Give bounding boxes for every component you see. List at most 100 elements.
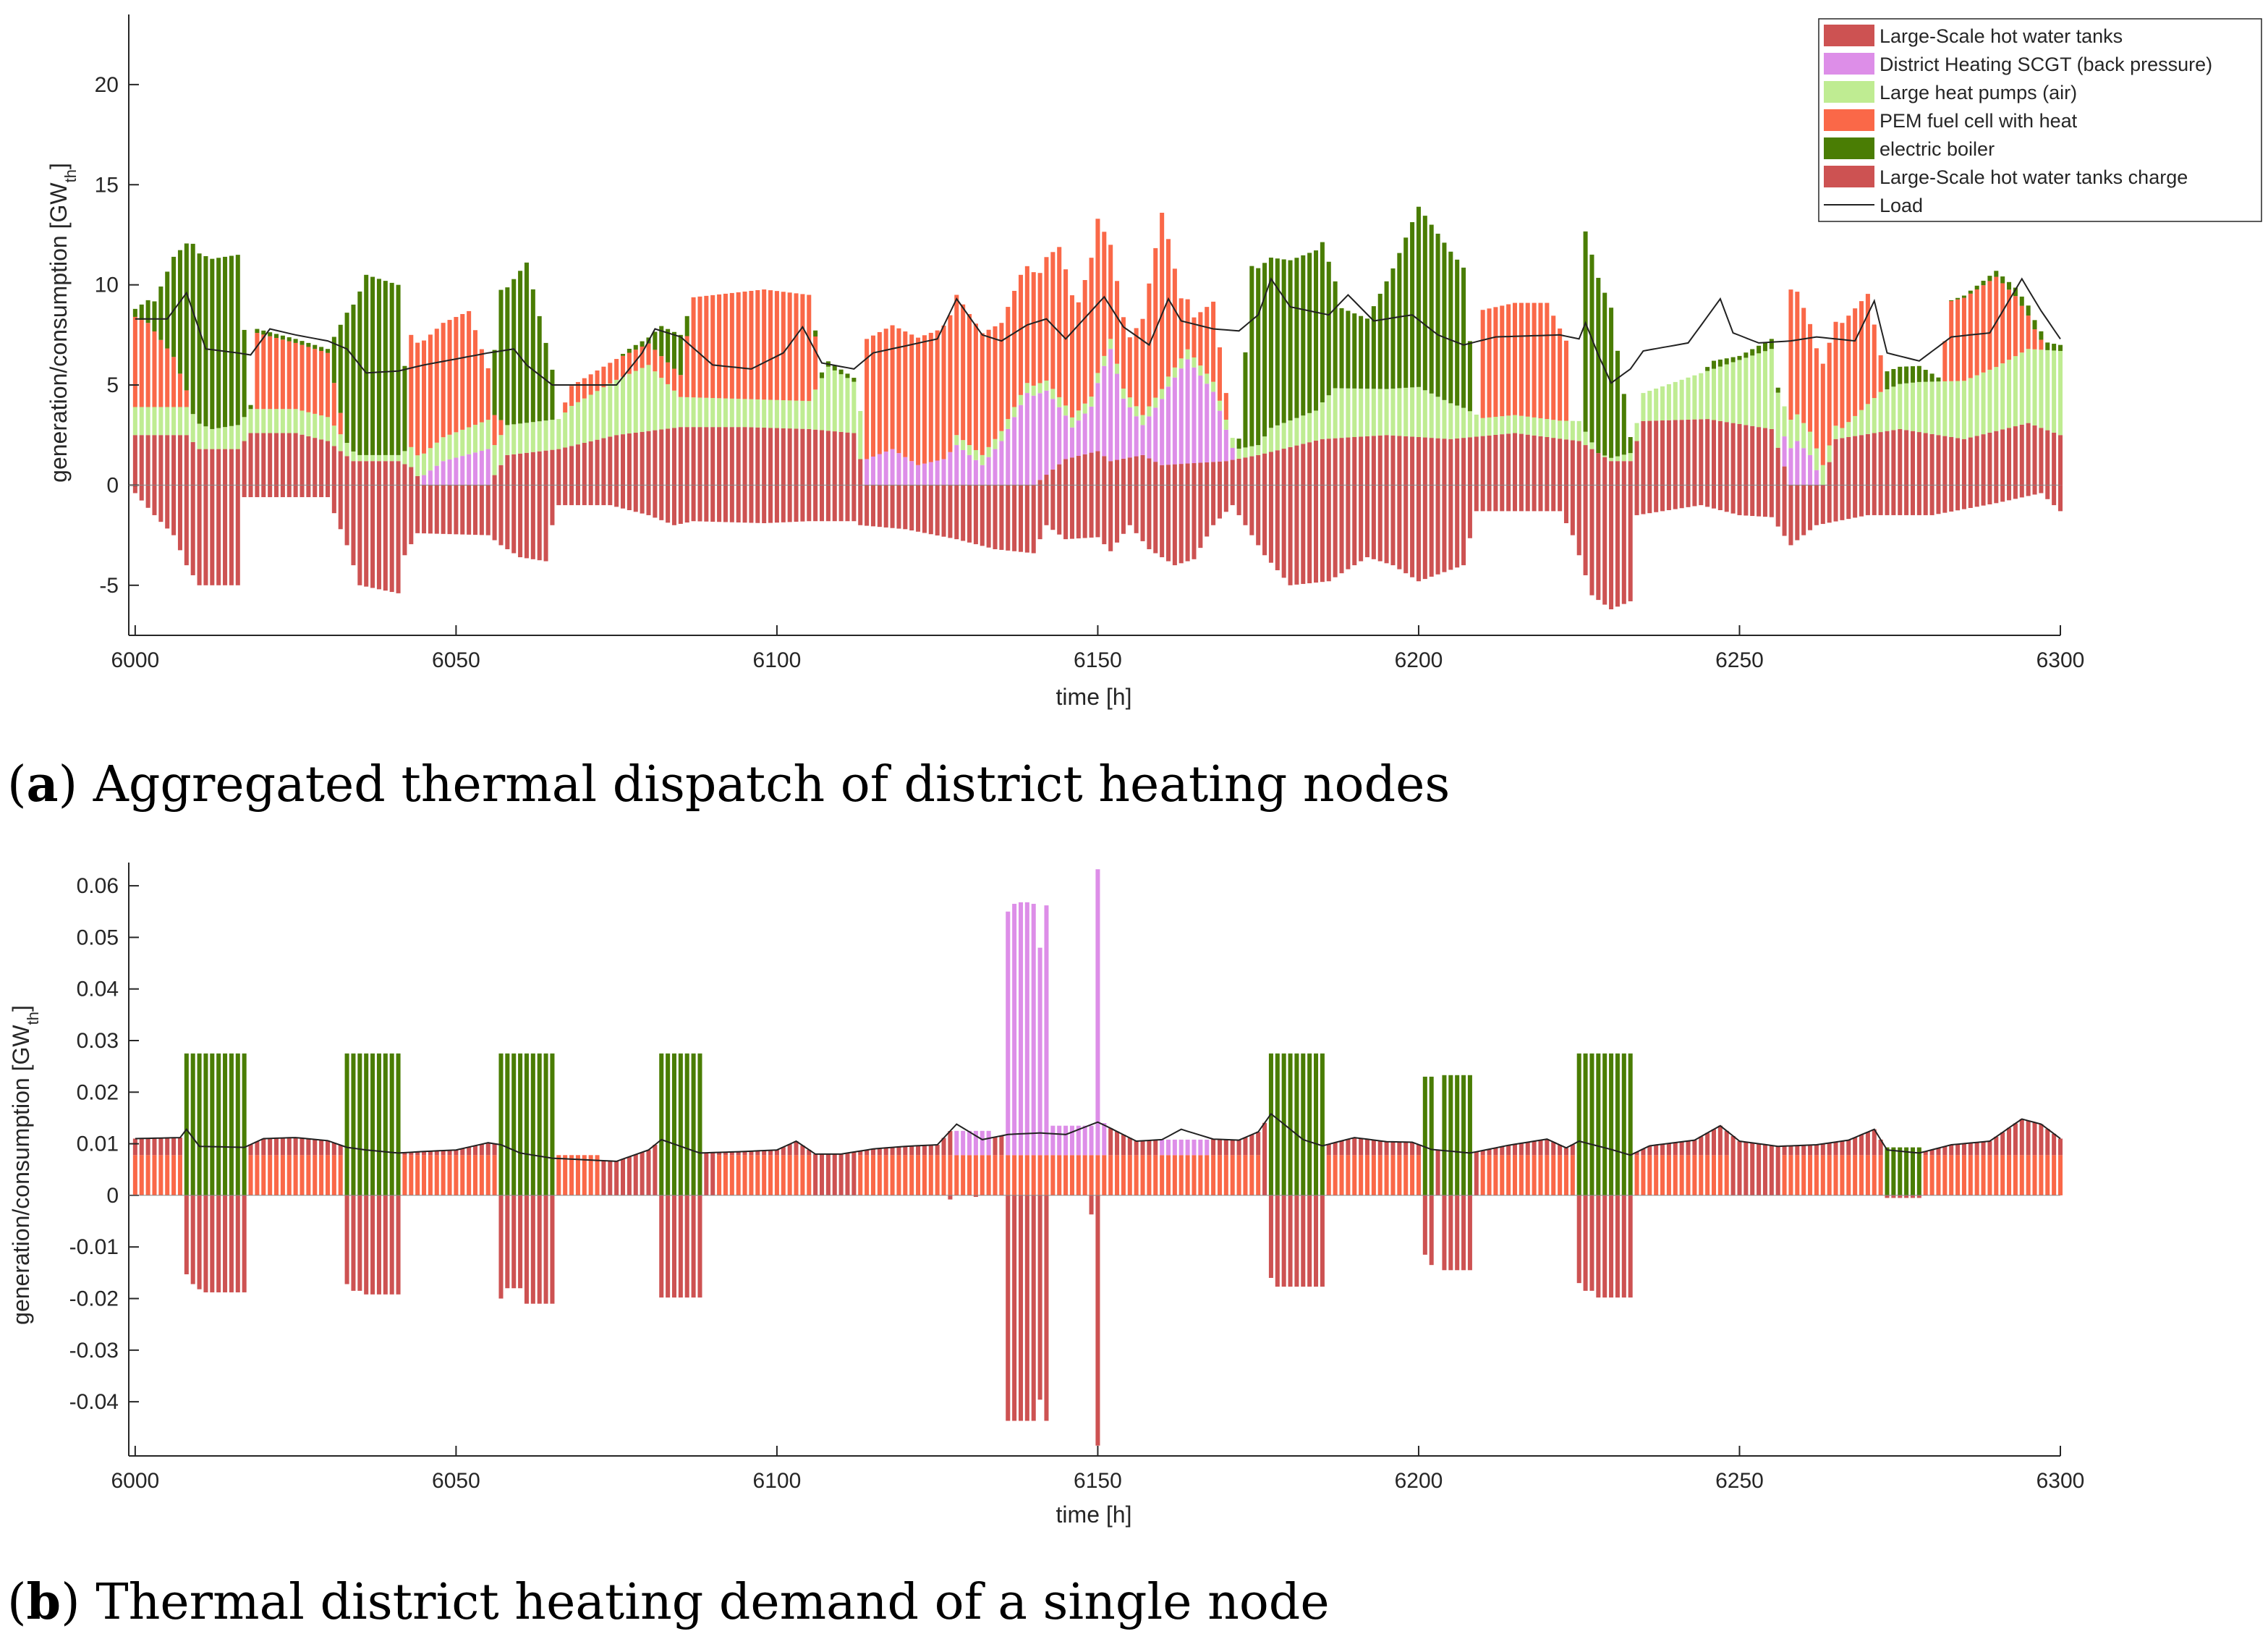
bar-hp <box>331 425 336 446</box>
bar-storage <box>1115 1131 1120 1156</box>
bar-boiler <box>2007 281 2012 290</box>
bar-fuel <box>903 1155 908 1195</box>
bar-scgt <box>422 475 427 486</box>
bar-charge <box>1165 485 1171 562</box>
bar-charge <box>653 485 658 518</box>
bar-charge <box>364 485 369 587</box>
bar-storage <box>1647 1145 1652 1156</box>
bar-storage <box>139 1138 144 1156</box>
bar-fuel <box>1929 1155 1934 1195</box>
bar-fuel <box>145 323 150 407</box>
bar-charge <box>1525 485 1530 512</box>
bar-storage <box>293 1138 298 1156</box>
bar-fuel <box>1814 1155 1819 1195</box>
bar-charge <box>505 485 510 549</box>
bar-fuel <box>1878 1155 1883 1195</box>
bar-fuel <box>1558 1155 1563 1195</box>
bar-fuel <box>1012 1155 1017 1195</box>
bar-charge <box>1885 485 1890 515</box>
bar-boiler <box>1949 300 1954 302</box>
bar-fuel <box>870 335 875 457</box>
bar-scgt <box>1057 1125 1062 1156</box>
bar-charge <box>961 485 966 541</box>
bar-storage <box>1859 1135 1864 1156</box>
bar-charge <box>954 485 959 540</box>
bar-boiler <box>621 354 626 356</box>
bar-boiler <box>331 336 336 384</box>
bar-storage <box>1775 1146 1780 1195</box>
bar-storage <box>646 1150 651 1195</box>
bar-scgt <box>428 470 433 486</box>
bar-charge <box>1641 485 1646 514</box>
bar-storage <box>177 1138 182 1156</box>
bar-hp <box>1615 456 1620 462</box>
bar-fuel <box>961 1155 966 1195</box>
bar-fuel <box>1339 1155 1344 1195</box>
bar-storage <box>768 428 773 486</box>
bar-fuel <box>858 1155 863 1195</box>
bar-charge <box>1910 485 1915 515</box>
bar-charge <box>210 1195 215 1292</box>
bar-hp <box>1570 420 1575 441</box>
bar-storage <box>235 449 240 486</box>
bar-charge <box>376 485 381 590</box>
bar-fuel <box>1563 1155 1568 1195</box>
bar-charge <box>1558 485 1563 512</box>
bar-storage <box>1942 1146 1948 1156</box>
bar-storage <box>1654 420 1659 486</box>
bar-hp <box>666 384 671 429</box>
bar-fuel <box>268 336 273 410</box>
bar-storage <box>1487 435 1492 486</box>
bar-hp <box>177 407 182 436</box>
bar-hp <box>999 431 1004 441</box>
bar-storage <box>1827 1143 1832 1156</box>
bar-fuel <box>300 344 305 411</box>
bar-charge <box>1487 485 1492 512</box>
bar-storage <box>1115 459 1120 486</box>
bar-hp <box>1095 373 1100 384</box>
bar-boiler <box>1609 1053 1614 1195</box>
bar-fuel <box>1500 1155 1505 1195</box>
bar-charge <box>2052 485 2057 506</box>
bar-fuel <box>1031 272 1036 386</box>
bar-boiler <box>139 304 144 321</box>
bar-fuel <box>1558 328 1563 421</box>
bar-charge <box>370 1195 375 1295</box>
bar-storage <box>428 1151 433 1156</box>
bar-storage <box>165 1138 170 1156</box>
bar-storage <box>1211 462 1216 486</box>
bar-hp <box>1178 358 1184 369</box>
bar-storage <box>723 1152 728 1156</box>
bar-fuel <box>1795 1155 1800 1195</box>
bar-charge <box>389 1195 394 1295</box>
bar-hp <box>1057 397 1062 407</box>
bar-charge <box>1532 485 1537 512</box>
bar-fuel <box>671 368 677 391</box>
bar-storage <box>165 435 170 486</box>
bar-scgt <box>1185 359 1190 464</box>
bar-charge <box>396 1195 401 1295</box>
bar-fuel <box>870 1155 875 1195</box>
y-tick-label: 10 <box>95 274 119 297</box>
bar-charge <box>331 485 336 514</box>
bar-storage <box>1301 444 1306 486</box>
bar-boiler <box>1916 1147 1921 1195</box>
bar-fuel <box>896 328 901 454</box>
bar-charge <box>1346 485 1351 569</box>
bar-fuel <box>165 1155 170 1195</box>
bar-fuel <box>1641 1155 1646 1195</box>
bar-storage <box>1570 440 1575 486</box>
bar-fuel <box>909 1155 914 1195</box>
bar-fuel <box>941 325 946 459</box>
bar-charge <box>1923 485 1928 515</box>
bar-storage <box>1634 1152 1639 1156</box>
bar-storage <box>1737 424 1742 486</box>
bar-boiler <box>2019 296 2024 306</box>
bar-boiler <box>1583 231 1588 432</box>
bar-storage <box>819 1153 825 1195</box>
bar-fuel <box>1102 232 1107 356</box>
bar-storage <box>1795 1145 1800 1156</box>
bar-storage <box>1801 1145 1806 1156</box>
bar-fuel <box>1493 1155 1498 1195</box>
bar-fuel <box>1140 1155 1145 1195</box>
